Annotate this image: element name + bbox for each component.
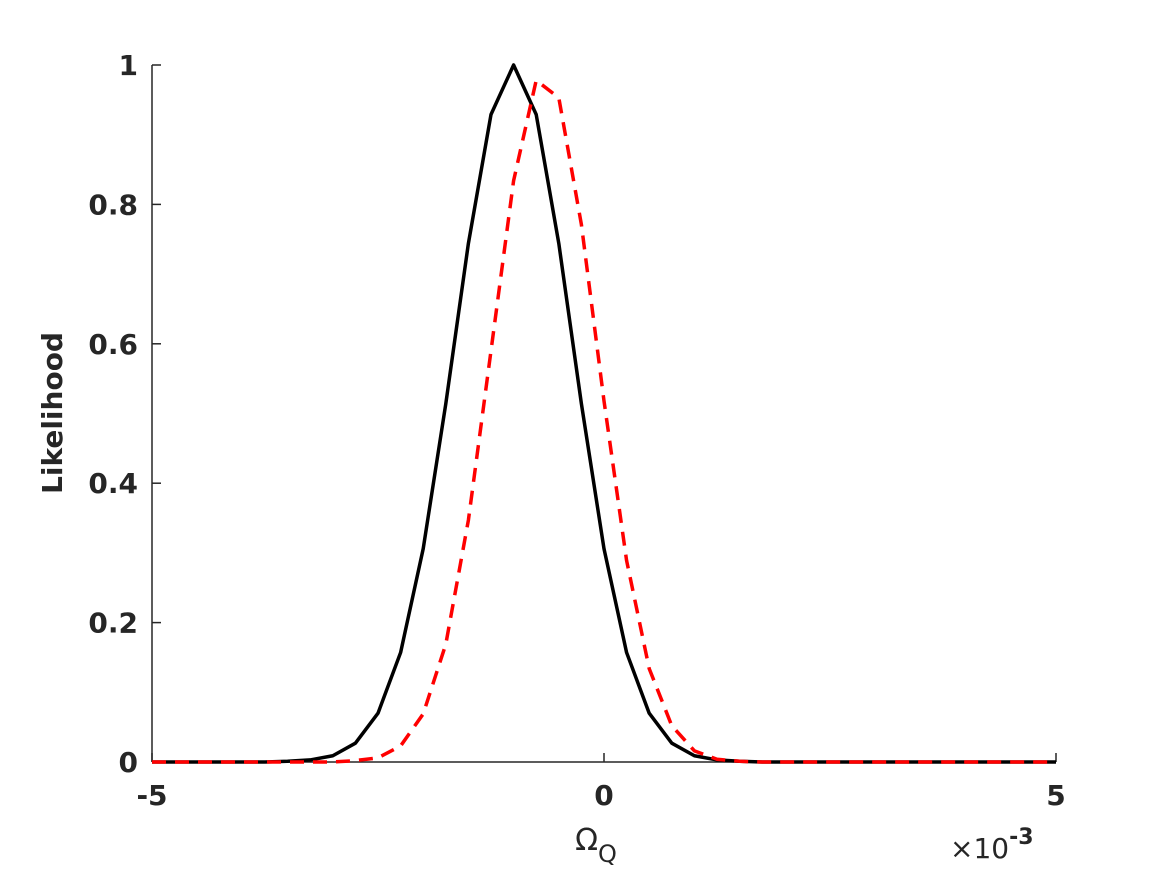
y-tick-label: 0.2	[88, 607, 138, 640]
x-axis-label: ΩQ	[575, 823, 617, 868]
x-axis-symbol: Ω	[575, 823, 598, 858]
y-tick-label: 1	[119, 49, 138, 82]
x-multiplier: ×10-3	[950, 825, 1034, 865]
y-tick-label: 0.6	[88, 328, 138, 361]
x-tick-label: -5	[136, 779, 167, 812]
series-line	[152, 78, 1056, 764]
y-tick-label: 0.8	[88, 188, 138, 221]
x-tick-label: 5	[1046, 779, 1065, 812]
series-line	[152, 63, 1056, 764]
y-tick-label: 0.4	[88, 467, 138, 500]
x-axis-subscript: Q	[598, 840, 617, 868]
x-tick-label: 0	[594, 779, 613, 812]
y-axis-label: Likelihood	[36, 332, 69, 494]
y-tick-label: 0	[119, 746, 138, 779]
multiplier-exponent: -3	[1009, 825, 1033, 850]
multiplier-base: ×10	[950, 832, 1009, 865]
